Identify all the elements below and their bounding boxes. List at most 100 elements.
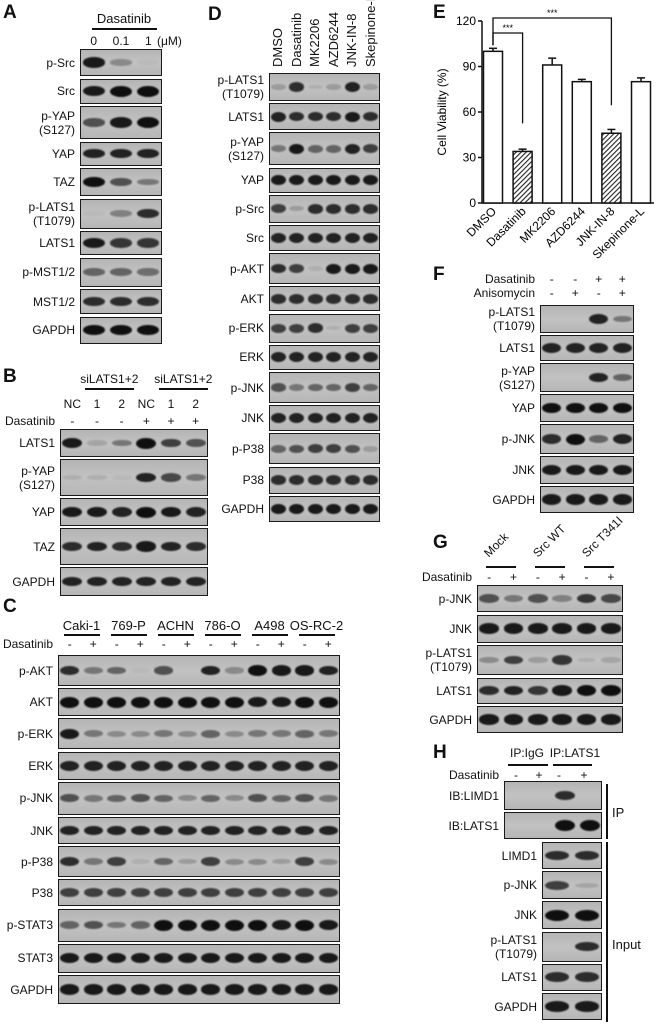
- blot-strip: [540, 456, 634, 484]
- blot-strip: [269, 103, 380, 131]
- blot-strip: [477, 614, 623, 643]
- protein-band: [289, 503, 305, 514]
- protein-band: [575, 909, 599, 921]
- protein-band: [270, 233, 286, 243]
- protein-band: [565, 402, 585, 414]
- protein-band: [612, 402, 632, 414]
- panel-label-D: D: [208, 4, 222, 25]
- protein-band: [295, 825, 315, 836]
- protein-band: [344, 323, 360, 333]
- lane-label: NC: [63, 397, 81, 411]
- protein-band: [224, 667, 244, 674]
- treatment-label: Dasatinib: [4, 414, 55, 428]
- blot-row-label: p-Src: [46, 55, 75, 70]
- blot-row-label: LATS1: [499, 341, 535, 355]
- blot-row-label: p-LATS1 (T1079): [488, 305, 535, 333]
- blot-strip: [60, 459, 208, 496]
- protein-band: [154, 794, 174, 803]
- treatment-sign: +: [324, 637, 332, 651]
- protein-band: [270, 294, 286, 304]
- protein-band: [545, 909, 569, 921]
- protein-band: [130, 984, 150, 995]
- blot-row-label: p-AKT: [229, 261, 264, 276]
- treatment-sign: +: [558, 570, 566, 584]
- blot-strip: [269, 73, 380, 101]
- blot-row-label: p-JNK: [19, 791, 53, 806]
- protein-band: [555, 790, 576, 801]
- protein-band: [137, 117, 160, 128]
- protein-band: [307, 444, 323, 454]
- protein-band: [363, 233, 379, 243]
- blot-row-label: TAZ: [33, 539, 55, 554]
- protein-band: [201, 825, 221, 836]
- blot-row-label: p-YAP (S127): [227, 134, 264, 163]
- protein-band: [130, 825, 150, 836]
- protein-band: [111, 439, 132, 447]
- treatment-sign: +: [167, 414, 175, 428]
- protein-band: [545, 972, 569, 983]
- protein-band: [363, 111, 379, 122]
- blot-strip: [80, 231, 162, 255]
- protein-band: [130, 921, 150, 929]
- protein-band: [528, 714, 548, 725]
- treatment-sign: +: [230, 637, 238, 651]
- blot-row-label: p-YAP (S127): [38, 108, 75, 137]
- protein-band: [271, 665, 291, 676]
- protein-band: [479, 656, 499, 664]
- treatment-sign: -: [114, 637, 119, 651]
- protein-band: [224, 919, 244, 931]
- protein-band: [154, 696, 174, 708]
- blot-row-label: p-ERK: [17, 726, 53, 741]
- protein-band: [82, 296, 105, 307]
- protein-band: [82, 176, 105, 188]
- protein-band: [177, 825, 197, 836]
- unit-label: (μM): [157, 34, 182, 48]
- blot-strip: [269, 132, 380, 166]
- protein-band: [62, 576, 83, 587]
- protein-band: [565, 433, 585, 445]
- protein-band: [307, 383, 323, 392]
- lane-label: Skepinone-L: [362, 0, 378, 67]
- protein-band: [136, 576, 157, 587]
- protein-band: [503, 623, 524, 634]
- protein-band: [83, 760, 103, 771]
- blot-strip: [504, 781, 602, 810]
- blot-row-label: TAZ: [53, 175, 75, 189]
- protein-band: [289, 143, 305, 155]
- blot-strip: [504, 812, 602, 839]
- protein-band: [307, 323, 323, 333]
- blot-row-label: p-JNK: [501, 432, 535, 446]
- protein-band: [601, 594, 621, 603]
- protein-band: [363, 294, 379, 304]
- protein-band: [201, 953, 221, 964]
- protein-band: [565, 494, 585, 505]
- protein-band: [612, 343, 632, 353]
- y-tick-label: 0: [469, 196, 476, 210]
- treatment-label: Anisomycin: [473, 286, 535, 300]
- blot-strip: [542, 901, 602, 930]
- protein-band: [307, 111, 323, 122]
- protein-band: [344, 413, 360, 424]
- blot-strip: [80, 168, 162, 196]
- header-line: [92, 28, 157, 30]
- protein-band: [270, 383, 286, 392]
- treatment-sign: +: [192, 414, 200, 428]
- protein-band: [271, 888, 291, 898]
- protein-band: [318, 760, 338, 771]
- protein-band: [307, 145, 323, 153]
- protein-band: [307, 233, 323, 243]
- cell-line-label: OS-RC-2: [289, 618, 344, 633]
- protein-band: [271, 984, 291, 995]
- protein-band: [575, 972, 599, 983]
- blot-row-label: YAP: [511, 401, 535, 415]
- group-line: [85, 388, 134, 390]
- drug-header: Dasatinib: [96, 11, 152, 26]
- blot-strip: [542, 842, 602, 869]
- protein-band: [224, 795, 244, 802]
- protein-band: [201, 696, 221, 708]
- protein-band: [60, 921, 80, 929]
- protein-band: [270, 111, 286, 122]
- blot-strip: [269, 225, 380, 251]
- protein-band: [224, 858, 244, 865]
